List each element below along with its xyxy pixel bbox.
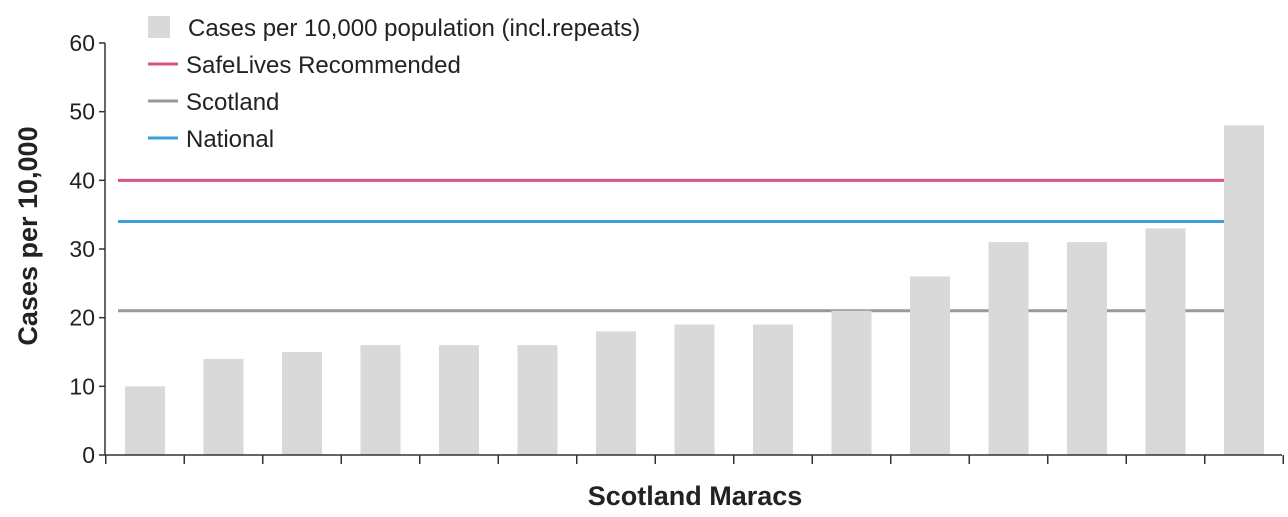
bar: [910, 276, 950, 455]
bar: [831, 310, 872, 455]
y-tick-label: 10: [69, 373, 95, 399]
bar: [1145, 228, 1186, 455]
bar: [203, 358, 244, 455]
y-axis-title: Cases per 10,000: [13, 126, 43, 345]
legend-label: Scotland: [186, 89, 279, 116]
bar: [282, 352, 322, 455]
y-tick-label: 20: [69, 305, 95, 331]
reference-lines: [118, 178, 1248, 313]
bar: [596, 331, 636, 455]
bar: [360, 345, 401, 455]
axes: 0 10 20 30 40 50 60: [69, 30, 1284, 468]
legend-swatch: [148, 16, 170, 38]
y-tick-label: 50: [69, 99, 95, 125]
legend-label: National: [186, 126, 274, 153]
y-tick-label: 0: [82, 442, 95, 468]
x-axis-title: Scotland Maracs: [588, 481, 803, 511]
y-tick-label: 30: [69, 236, 95, 262]
bars: [125, 125, 1264, 456]
y-tick-label: 40: [69, 167, 95, 193]
y-tick-label: 60: [69, 30, 95, 56]
bar: [125, 386, 165, 455]
bar: [1067, 242, 1107, 455]
bar: [1224, 125, 1264, 456]
legend: Cases per 10,000 population (incl.repeat…: [148, 15, 640, 153]
legend-label: Cases per 10,000 population (incl.repeat…: [188, 15, 640, 42]
bar: [988, 242, 1029, 455]
bar: [753, 324, 793, 455]
bar: [517, 345, 558, 455]
bar: [674, 324, 715, 455]
bar: [439, 345, 479, 455]
legend-label: SafeLives Recommended: [186, 52, 461, 79]
